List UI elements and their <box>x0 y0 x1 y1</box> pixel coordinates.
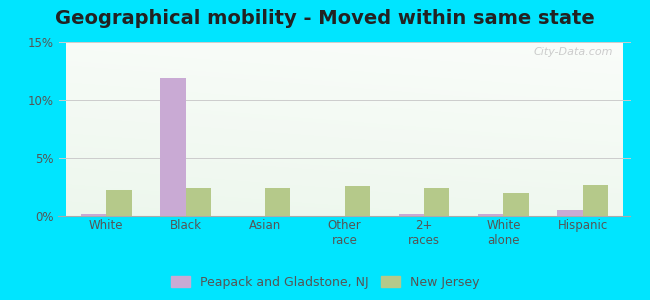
Bar <box>478 214 503 216</box>
Bar <box>558 210 583 216</box>
Text: Geographical mobility - Moved within same state: Geographical mobility - Moved within sam… <box>55 9 595 28</box>
Bar <box>160 78 186 216</box>
Bar <box>398 214 424 216</box>
Bar <box>424 188 449 216</box>
Bar <box>344 186 370 216</box>
Bar <box>583 185 608 216</box>
Bar <box>81 214 106 216</box>
Text: City-Data.com: City-Data.com <box>534 47 614 57</box>
Bar <box>106 190 131 216</box>
Bar <box>503 193 529 216</box>
Bar <box>186 188 211 216</box>
Bar <box>265 188 291 216</box>
Legend: Peapack and Gladstone, NJ, New Jersey: Peapack and Gladstone, NJ, New Jersey <box>166 271 484 294</box>
